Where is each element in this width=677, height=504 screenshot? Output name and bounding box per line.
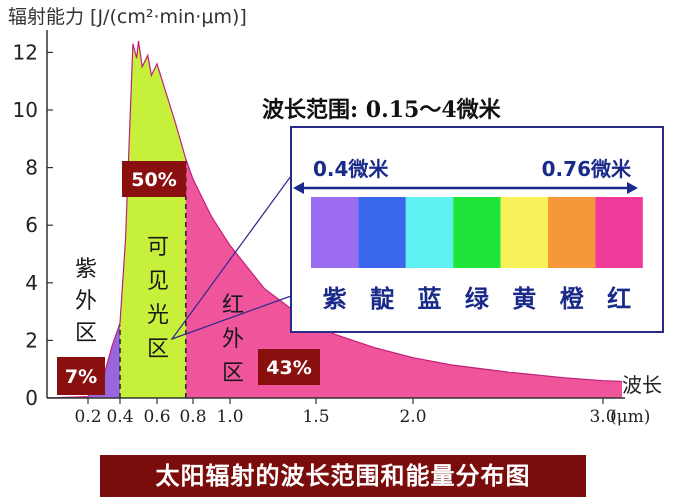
y-tick-label-6: 12 xyxy=(13,40,38,64)
inset-pointer xyxy=(170,175,292,341)
spectrum-band-2 xyxy=(405,197,454,268)
percent-label-0: 7% xyxy=(65,366,97,388)
region-area-1 xyxy=(120,40,186,399)
spectrum-band-4 xyxy=(500,197,548,268)
x-tick-label-0: 0.2 xyxy=(74,407,101,427)
region-name-0-char-1: 外 xyxy=(75,289,97,314)
percent-box-1 xyxy=(122,161,186,197)
spectrum-band-label-3: 绿 xyxy=(465,285,490,313)
spectrum-band-label-0: 紫 xyxy=(323,285,347,313)
x-tick-label-5: 1.5 xyxy=(302,407,329,427)
x-tick-label-1: 0.4 xyxy=(106,407,133,427)
y-tick-label-2: 4 xyxy=(25,271,38,295)
inset-arrow-right xyxy=(627,182,638,194)
spectrum-band-label-5: 橙 xyxy=(560,285,585,313)
y-tick-label-4: 8 xyxy=(25,156,38,180)
spectrum-inset: 0.4微米 0.76微米紫靛蓝绿黄橙红 xyxy=(170,126,664,341)
region-name-1-char-0: 可 xyxy=(147,235,169,260)
region-name-2-char-2: 区 xyxy=(222,361,244,386)
region-name-1-char-3: 区 xyxy=(147,337,169,362)
region-name-1-char-1: 见 xyxy=(147,269,169,294)
region-name-0-char-0: 紫 xyxy=(75,257,97,282)
y-tick-label-1: 2 xyxy=(25,328,38,352)
wavelength-range-annotation: 波长范围: 0.15～4微米 xyxy=(262,97,502,123)
y-axis-label: 辐射能力 [J/(cm²·min·μm)] xyxy=(8,6,247,28)
region-area-2 xyxy=(185,159,623,398)
axes-layer: 0 2 4 6 8 10 12 0.2 0.4 0.6 0.8 1.0 1.5 2.0 3.0(μm) 波长 辐… xyxy=(8,6,662,427)
spectrum-band-3 xyxy=(453,197,501,268)
inset-left-label: 0.4微米 xyxy=(313,157,389,181)
inset-arrow-left xyxy=(293,182,304,194)
x-tick-label-7: 3.0 xyxy=(589,407,616,427)
y-tick-label-3: 6 xyxy=(25,213,38,237)
region-name-1-char-2: 光 xyxy=(147,303,169,328)
y-tick-label-0: 0 xyxy=(25,386,38,410)
spectrum-band-label-6: 红 xyxy=(607,285,631,313)
spectrum-band-label-2: 蓝 xyxy=(418,285,442,313)
x-tick-label-4: 1.0 xyxy=(216,407,243,427)
x-axis-unit: (μm) xyxy=(610,407,650,427)
y-tick-label-5: 10 xyxy=(13,98,38,122)
spectrum-band-0 xyxy=(311,197,359,268)
percent-box-0 xyxy=(57,357,105,395)
spectrum-band-label-1: 靛 xyxy=(370,285,395,313)
region-name-2-char-0: 红 xyxy=(222,293,244,318)
spectrum-band-label-4: 黄 xyxy=(512,285,536,313)
region-name-0-char-2: 区 xyxy=(75,321,97,346)
percent-label-2: 43% xyxy=(266,357,311,379)
x-tick-label-6: 2.0 xyxy=(399,407,426,427)
region-name-2-char-1: 外 xyxy=(222,327,244,352)
inset-right-label: 0.76微米 xyxy=(542,157,632,181)
x-axis-label: 波长 xyxy=(622,373,662,397)
spectrum-band-1 xyxy=(358,197,406,268)
spectrum-band-5 xyxy=(548,197,596,268)
chart-title: 太阳辐射的波长范围和能量分布图 xyxy=(100,455,586,497)
x-tick-label-2: 0.6 xyxy=(143,407,170,427)
percent-label-1: 50% xyxy=(131,169,176,191)
percent-box-2 xyxy=(258,349,320,385)
spectrum-band-6 xyxy=(595,197,643,268)
x-tick-label-3: 0.8 xyxy=(179,407,206,427)
energy-curve xyxy=(46,40,623,399)
